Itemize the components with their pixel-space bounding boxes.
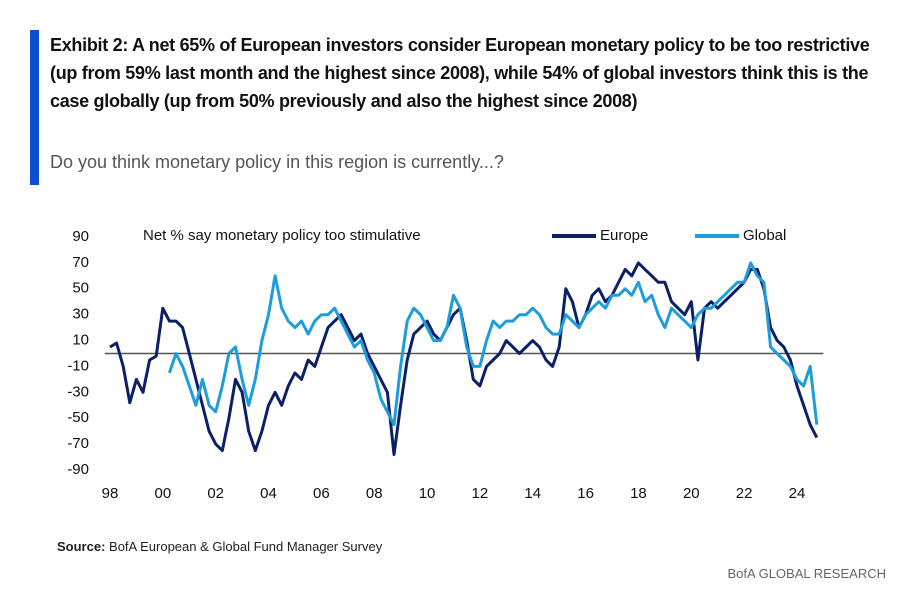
x-tick-label: 06 xyxy=(313,485,330,502)
x-tick-label: 04 xyxy=(260,485,277,502)
y-tick-label: 10 xyxy=(72,332,89,349)
y-tick-label: -70 xyxy=(67,435,89,452)
y-tick-label: 30 xyxy=(72,306,89,323)
source-text: BofA European & Global Fund Manager Surv… xyxy=(109,539,383,554)
x-tick-label: 00 xyxy=(154,485,171,502)
x-tick-label: 02 xyxy=(207,485,224,502)
source-label: Source: xyxy=(57,539,106,554)
x-tick-label: 08 xyxy=(366,485,383,502)
legend-label: Global xyxy=(743,227,786,244)
y-tick-label: 90 xyxy=(72,228,89,245)
legend-label: Europe xyxy=(600,227,648,244)
chart-subtitle: Do you think monetary policy in this reg… xyxy=(50,152,504,172)
x-tick-label: 14 xyxy=(524,485,541,502)
x-tick-label: 18 xyxy=(630,485,647,502)
y-tick-label: -30 xyxy=(67,383,89,400)
source: Source: BofA European & Global Fund Mana… xyxy=(57,539,382,554)
series-line xyxy=(109,261,819,456)
x-tick-label: 16 xyxy=(577,485,594,502)
axis-annotation: Net % say monetary policy too stimulativ… xyxy=(143,227,421,244)
y-tick-label: -50 xyxy=(67,409,89,426)
y-tick-label: -90 xyxy=(67,461,89,478)
chart-title: Exhibit 2: A net 65% of European investo… xyxy=(50,35,870,111)
accent-bar xyxy=(30,30,39,185)
footer: BofA GLOBAL RESEARCH xyxy=(727,566,886,581)
y-tick-label: 50 xyxy=(72,280,89,297)
y-tick-label: -10 xyxy=(67,357,89,374)
x-tick-label: 10 xyxy=(419,485,436,502)
y-tick-label: 70 xyxy=(72,254,89,271)
x-tick-label: 98 xyxy=(102,485,119,502)
x-tick-label: 20 xyxy=(683,485,700,502)
chart: Net % say monetary policy too stimulativ… xyxy=(67,227,824,502)
x-tick-label: 24 xyxy=(789,485,806,502)
x-tick-label: 12 xyxy=(472,485,489,502)
x-tick-label: 22 xyxy=(736,485,753,502)
series-line xyxy=(167,261,819,427)
